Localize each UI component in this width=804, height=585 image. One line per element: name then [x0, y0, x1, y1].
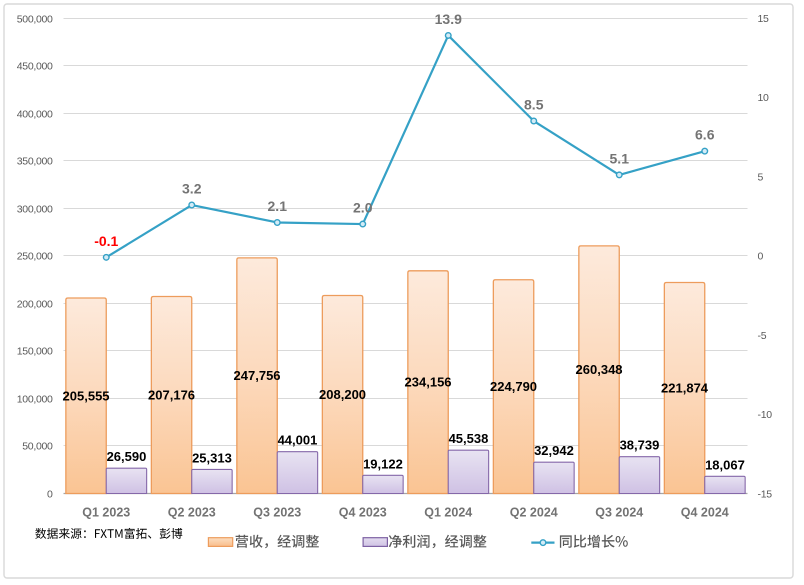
svg-text:0: 0 — [47, 488, 53, 500]
svg-text:3.2: 3.2 — [182, 181, 202, 197]
svg-text:260,348: 260,348 — [576, 362, 623, 377]
svg-text:208,200: 208,200 — [319, 387, 366, 402]
svg-text:200,000: 200,000 — [17, 298, 53, 310]
svg-text:Q4 2024: Q4 2024 — [681, 506, 729, 520]
svg-text:2.0: 2.0 — [353, 200, 373, 216]
svg-text:-5: -5 — [758, 330, 767, 342]
svg-text:Q3 2024: Q3 2024 — [595, 506, 643, 520]
svg-text:-0.1: -0.1 — [94, 233, 118, 249]
svg-text:5: 5 — [758, 171, 764, 183]
svg-text:5.1: 5.1 — [610, 150, 630, 166]
svg-text:Q1 2024: Q1 2024 — [424, 506, 472, 520]
svg-text:13.9: 13.9 — [435, 11, 462, 27]
svg-text:10: 10 — [758, 92, 770, 104]
svg-text:44,001: 44,001 — [278, 433, 318, 448]
svg-text:150,000: 150,000 — [17, 345, 53, 357]
svg-text:15: 15 — [758, 13, 770, 25]
svg-text:247,756: 247,756 — [234, 368, 281, 383]
svg-text:250,000: 250,000 — [17, 250, 53, 262]
svg-text:Q2 2024: Q2 2024 — [510, 506, 558, 520]
svg-text:45,538: 45,538 — [449, 431, 489, 446]
svg-text:0: 0 — [758, 251, 764, 263]
svg-text:100,000: 100,000 — [17, 393, 53, 405]
svg-text:-10: -10 — [758, 409, 773, 421]
svg-text:8.5: 8.5 — [524, 97, 544, 113]
svg-text:224,790: 224,790 — [490, 379, 537, 394]
svg-text:25,313: 25,313 — [192, 450, 232, 465]
svg-text:38,739: 38,739 — [620, 438, 660, 453]
svg-text:Q4 2023: Q4 2023 — [339, 506, 387, 520]
svg-text:400,000: 400,000 — [17, 108, 53, 120]
svg-text:450,000: 450,000 — [17, 60, 53, 72]
svg-text:2.1: 2.1 — [268, 198, 288, 214]
svg-text:Q1 2023: Q1 2023 — [82, 506, 130, 520]
svg-text:300,000: 300,000 — [17, 203, 53, 215]
svg-text:205,555: 205,555 — [63, 388, 110, 403]
svg-text:Q2 2023: Q2 2023 — [168, 506, 216, 520]
svg-text:19,122: 19,122 — [363, 456, 403, 471]
svg-text:500,000: 500,000 — [17, 13, 53, 25]
svg-text:50,000: 50,000 — [22, 440, 53, 452]
svg-text:26,590: 26,590 — [107, 449, 147, 464]
svg-text:Q3 2023: Q3 2023 — [253, 506, 301, 520]
svg-text:234,156: 234,156 — [405, 375, 452, 390]
svg-text:6.6: 6.6 — [695, 127, 715, 143]
svg-text:221,874: 221,874 — [661, 381, 709, 396]
svg-text:-15: -15 — [758, 488, 773, 500]
svg-text:32,942: 32,942 — [534, 443, 574, 458]
svg-text:18,067: 18,067 — [705, 457, 745, 472]
svg-text:350,000: 350,000 — [17, 155, 53, 167]
svg-text:207,176: 207,176 — [148, 387, 195, 402]
